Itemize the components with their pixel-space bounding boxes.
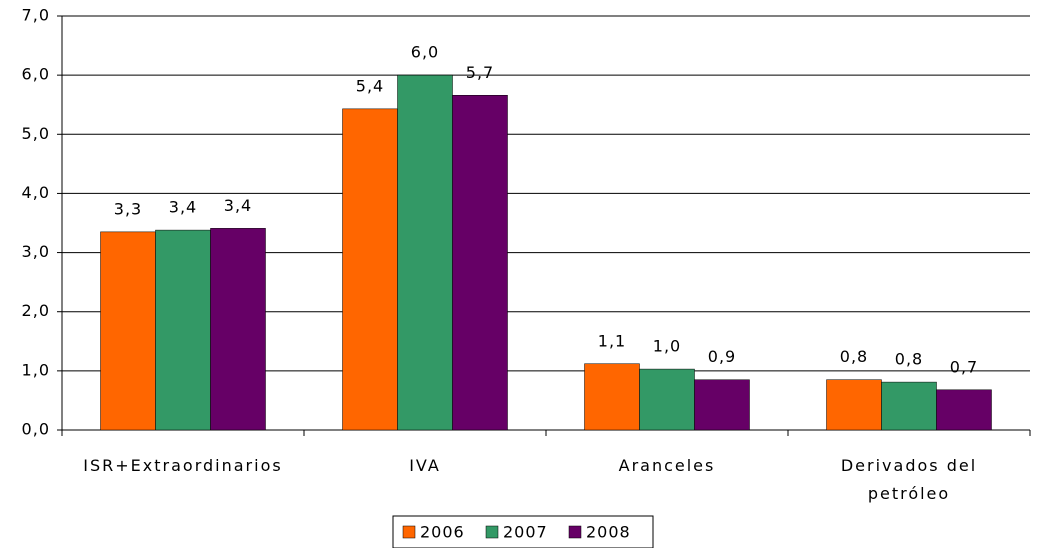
y-tick-label: 6,0 [22, 65, 50, 84]
data-label: 3,4 [224, 196, 252, 215]
y-tick-label: 1,0 [22, 360, 50, 379]
data-label: 3,4 [169, 198, 197, 217]
y-tick-label: 3,0 [22, 242, 50, 261]
legend-label: 2008 [586, 523, 631, 542]
legend-label: 2007 [503, 523, 548, 542]
data-label: 3,3 [114, 199, 142, 218]
x-tick-label: ISR+Extraordinarios [83, 456, 283, 475]
data-label: 5,7 [466, 63, 494, 82]
bar [342, 108, 398, 431]
legend-label: 2006 [420, 523, 465, 542]
bar [397, 74, 453, 431]
legend-swatch [485, 525, 499, 539]
data-label: 5,4 [356, 76, 384, 95]
y-tick-label: 2,0 [22, 301, 50, 320]
bar [452, 95, 508, 431]
x-tick-label: Aranceles [618, 456, 716, 475]
x-tick-label: Derivados del petróleo [840, 456, 978, 503]
bar [826, 379, 882, 431]
bar [584, 363, 640, 431]
data-label: 1,0 [653, 337, 681, 356]
bar [155, 229, 211, 431]
x-tick-label: IVA [409, 456, 441, 475]
y-tick-label: 0,0 [22, 420, 50, 439]
data-label: 0,9 [708, 347, 736, 366]
bar [694, 379, 750, 431]
legend-box [392, 515, 654, 548]
bar [100, 231, 156, 431]
bar [639, 368, 695, 431]
bar [210, 228, 266, 431]
legend-swatch [568, 525, 582, 539]
bar [936, 389, 992, 431]
data-label: 0,8 [840, 347, 868, 366]
data-label: 6,0 [411, 43, 439, 62]
legend-swatch [402, 525, 416, 539]
y-tick-label: 7,0 [22, 6, 50, 25]
y-tick-label: 5,0 [22, 124, 50, 143]
data-label: 1,1 [598, 331, 626, 350]
y-tick-label: 4,0 [22, 183, 50, 202]
bar [881, 381, 937, 431]
data-label: 0,7 [950, 357, 978, 376]
data-label: 0,8 [895, 350, 923, 369]
